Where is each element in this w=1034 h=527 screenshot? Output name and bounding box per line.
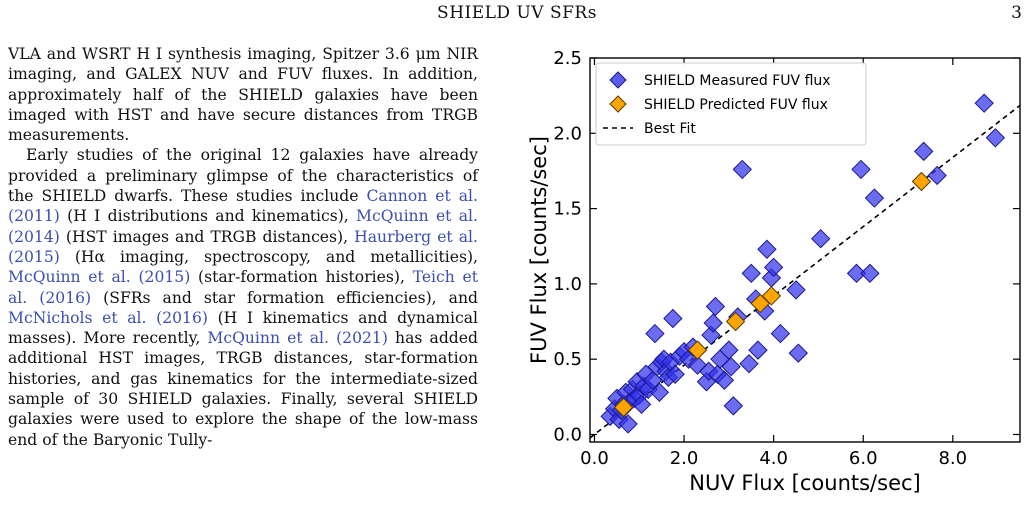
- paragraph-2: Early studies of the original 12 galaxie…: [8, 145, 478, 449]
- measured-fuv-point: [665, 364, 685, 384]
- axes-frame: [589, 57, 1021, 443]
- measured-fuv-point: [864, 188, 885, 208]
- y-tick-label: 0.0: [553, 424, 582, 445]
- measured-fuv-point: [786, 280, 806, 300]
- y-tick-label: 2.5: [553, 48, 582, 69]
- predicted-fuv-point: [725, 311, 746, 332]
- legend-label: Best Fit: [644, 121, 696, 137]
- x-tick-label: 0.0: [580, 448, 609, 469]
- measured-fuv-point: [913, 141, 934, 162]
- paragraph-2-text: (Hα imaging, spectroscopy, and metallici…: [59, 247, 478, 266]
- legend-box: [595, 62, 867, 146]
- predicted-fuv-point: [911, 171, 932, 192]
- predicted-fuv-point: [750, 293, 770, 314]
- best-fit-layer: [589, 104, 1021, 439]
- measured-fuv-point: [645, 323, 665, 344]
- axis-ticks: 0.0 2.0 4.0 6.0 8.0 0.0 0.5 1.0 1.5 2.0 2.5: [553, 48, 1020, 469]
- citation-mcquinn-2015[interactable]: McQuinn et al. (2015): [8, 268, 191, 287]
- measured-fuv-point: [810, 228, 831, 249]
- body-text-column: VLA and WSRT H I synthesis imaging, Spit…: [8, 44, 478, 450]
- measured-fuv-point: [846, 263, 867, 284]
- page-number: 3: [1011, 3, 1022, 23]
- data-points: [600, 93, 1006, 434]
- measured-fuv-point: [757, 239, 777, 259]
- measured-fuv-point: [723, 396, 744, 416]
- y-tick-label: 2.0: [553, 123, 582, 144]
- x-tick-label: 8.0: [938, 448, 967, 469]
- x-tick-label: 2.0: [670, 448, 699, 469]
- paragraph-2-text: (H I distributions and kinematics),: [59, 207, 357, 226]
- measured-fuv-point: [851, 159, 871, 180]
- citation-mcquinn-2014[interactable]: McQuinn et al. (2014): [8, 207, 478, 246]
- measured-fuv-point: [703, 313, 723, 333]
- paragraph-2-text: (HST images and TRGB distances),: [59, 227, 355, 246]
- paragraph-2-text: (H I kinematics and dynamical masses). M…: [8, 308, 478, 348]
- paragraph-2-text: (star-formation histories),: [190, 268, 413, 287]
- measured-fuv-point: [721, 356, 741, 377]
- citation-teich-2016[interactable]: Teich et al. (2016): [8, 268, 479, 307]
- predicted-fuv-point: [761, 286, 782, 306]
- measured-fuv-point: [763, 257, 784, 278]
- legend: SHIELD Measured FUV flux SHIELD Predicted…: [595, 62, 867, 146]
- best-fit-line: [589, 104, 1021, 439]
- measured-fuv-point: [927, 165, 947, 186]
- x-tick-label: 6.0: [849, 448, 878, 469]
- paragraph-2-text: (SFRs and star formation efficiencies), …: [91, 288, 478, 307]
- measured-fuv-point: [748, 340, 768, 360]
- y-tick-label: 1.0: [553, 274, 582, 295]
- measured-fuv-point: [649, 382, 670, 403]
- citation-haurberg-2015[interactable]: Haurberg et al. (2015): [8, 227, 478, 266]
- legend-marker: [609, 71, 627, 89]
- paragraph-1: VLA and WSRT H I synthesis imaging, Spit…: [8, 45, 478, 145]
- y-tick-label: 1.5: [553, 199, 582, 220]
- measured-fuv-point: [788, 343, 808, 363]
- paragraph-2-lead: Early studies of the original 12 galaxie…: [8, 146, 478, 206]
- measured-fuv-point: [974, 93, 994, 113]
- citation-mcnichols-2016[interactable]: McNichols et al. (2016): [8, 308, 208, 327]
- measured-fuv-point: [860, 263, 880, 284]
- legend-label: SHIELD Measured FUV flux: [644, 73, 831, 89]
- measured-fuv-point: [618, 414, 638, 434]
- y-axis-label: FUV Flux [counts/sec]: [528, 136, 551, 364]
- measured-fuv-point: [705, 296, 726, 317]
- paragraph-2-text: has added additional HST images, TRGB di…: [8, 329, 478, 449]
- measured-fuv-point: [770, 323, 791, 344]
- scatter-plot: 0.0 2.0 4.0 6.0 8.0 0.0 0.5 1.0 1.5 2.0 2.5 NUV Fl…: [527, 48, 1021, 495]
- x-tick-label: 4.0: [759, 448, 788, 469]
- measured-fuv-point: [739, 353, 759, 374]
- measured-fuv-point: [631, 394, 652, 415]
- y-tick-label: 0.5: [553, 349, 582, 370]
- measured-fuv-point: [663, 308, 683, 329]
- measured-fuv-point: [701, 325, 721, 345]
- measured-fuv-point: [714, 370, 735, 390]
- measured-fuv-point: [741, 263, 761, 284]
- citation-cannon-2011[interactable]: Cannon et al. (2011): [8, 187, 478, 226]
- predicted-fuv-point: [613, 397, 634, 418]
- figure-fuv-vs-nuv: 0.0 2.0 4.0 6.0 8.0 0.0 0.5 1.0 1.5 2.0 2.5 NUV Fl…: [527, 40, 1028, 524]
- predicted-fuv-point: [687, 340, 708, 360]
- running-title: SHIELD UV SFRs: [437, 3, 597, 23]
- x-axis-label: NUV Flux [counts/sec]: [689, 471, 921, 495]
- legend-marker: [609, 95, 627, 113]
- measured-fuv-point: [719, 340, 739, 360]
- measured-fuv-point: [732, 159, 752, 180]
- measured-fuv-point: [985, 128, 1006, 148]
- legend-label: SHIELD Predicted FUV flux: [644, 97, 828, 113]
- citation-mcquinn-2021[interactable]: McQuinn et al. (2021): [207, 329, 388, 348]
